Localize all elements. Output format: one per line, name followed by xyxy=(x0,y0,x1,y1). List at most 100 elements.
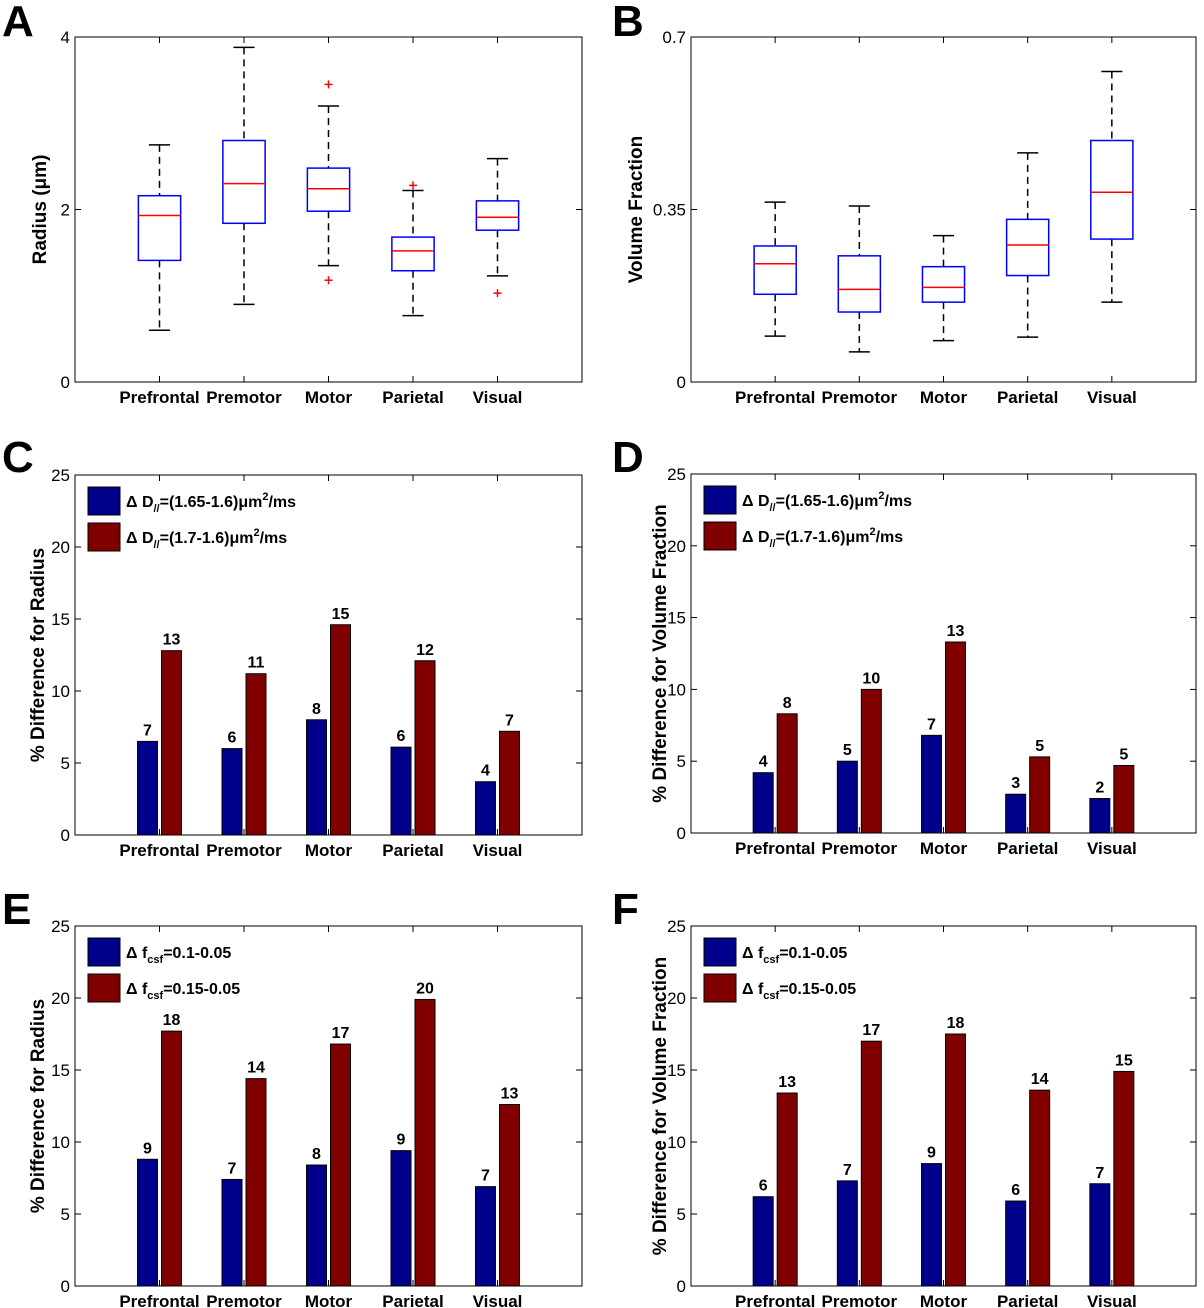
box-0 xyxy=(137,144,182,331)
legend-text-part: // xyxy=(770,502,776,514)
iqr-box xyxy=(137,194,182,262)
iqr-box xyxy=(391,236,435,272)
legend-text-part: =0.15-0.05 xyxy=(779,981,856,998)
bar-series-1 xyxy=(390,1150,412,1287)
bar-data-label: 14 xyxy=(247,1060,265,1077)
iqr-box xyxy=(1005,218,1050,277)
legend-swatch-2 xyxy=(87,522,121,552)
bar-series-2 xyxy=(1029,756,1051,834)
y-tick-label: 10 xyxy=(51,682,70,701)
x-category-label: Premotor xyxy=(206,1292,282,1308)
y-tick-label: 0 xyxy=(677,1277,686,1296)
y-tick-label: 10 xyxy=(667,680,686,699)
legend-text-part: Δ f xyxy=(742,981,764,998)
x-category-label: Parietal xyxy=(382,1292,443,1308)
bar-series-1 xyxy=(306,719,327,836)
legend-text-part: /ms xyxy=(268,494,296,511)
y-tick-label: 0 xyxy=(61,1277,70,1296)
bar-series-2 xyxy=(1029,1089,1051,1287)
bar-series-1 xyxy=(137,1158,158,1287)
bar-series-2 xyxy=(330,1043,351,1287)
legend-text-part: // xyxy=(154,503,160,515)
legend-label-2: Δ fcsf=0.15-0.05 xyxy=(126,981,240,1002)
bar-series-2 xyxy=(945,1033,966,1287)
x-category-label: Motor xyxy=(920,1292,968,1308)
legend-text-part: csf xyxy=(763,954,779,966)
legend-text-part: // xyxy=(154,539,160,551)
y-tick-label: 10 xyxy=(667,1133,686,1152)
y-tick-label: 0.7 xyxy=(662,28,686,47)
x-category-label: Prefrontal xyxy=(735,839,815,858)
legend-label-2: Δ D//=(1.7-1.6)μm2/ms xyxy=(126,527,287,551)
y-tick-label: 5 xyxy=(61,754,70,773)
legend-text-part: =0.1-0.05 xyxy=(163,945,231,962)
legend-swatch-1 xyxy=(87,937,121,967)
legend-text-part: Δ f xyxy=(742,945,764,962)
outlier-marker xyxy=(493,289,502,298)
box-1 xyxy=(222,46,266,306)
bar-data-label: 3 xyxy=(1011,775,1020,792)
legend-text-part: csf xyxy=(763,990,779,1002)
x-category-label: Prefrontal xyxy=(119,841,199,860)
x-category-label: Parietal xyxy=(382,841,443,860)
legend-label-1: Δ D//=(1.65-1.6)μm2/ms xyxy=(742,490,912,514)
bar-series-1 xyxy=(1005,1200,1027,1287)
y-axis-label: % Difference for Volume Fraction xyxy=(650,504,671,802)
bar-series-1 xyxy=(390,746,412,836)
iqr-box xyxy=(837,255,882,313)
legend-text-part: // xyxy=(770,538,776,550)
legend-text-part: 2 xyxy=(253,527,259,539)
legend-text-part: Δ D xyxy=(742,493,770,510)
x-category-label: Visual xyxy=(473,388,523,407)
bar-data-label: 5 xyxy=(843,742,852,759)
y-tick-label: 15 xyxy=(51,610,70,629)
bar-data-label: 13 xyxy=(778,1074,796,1091)
bar-data-label: 6 xyxy=(759,1178,768,1195)
bar-data-label: 13 xyxy=(163,632,181,649)
y-tick-label: 4 xyxy=(61,28,70,47)
bar-series-1 xyxy=(836,760,858,834)
y-tick-label: 15 xyxy=(667,1061,686,1080)
bar-data-label: 13 xyxy=(501,1086,519,1103)
y-axis-label: Volume Fraction xyxy=(626,136,647,283)
panel-letter: C xyxy=(2,433,34,482)
legend-text-part: /ms xyxy=(876,529,904,546)
y-tick-label: 0 xyxy=(61,373,70,392)
panel-letter: A xyxy=(2,0,34,46)
iqr-box xyxy=(921,265,966,303)
legend-text-part: 2 xyxy=(869,526,875,538)
x-category-label: Parietal xyxy=(382,388,443,407)
y-tick-label: 20 xyxy=(667,989,686,1008)
bar-data-label: 9 xyxy=(143,1140,152,1157)
x-category-label: Premotor xyxy=(206,388,282,407)
bar-series-2 xyxy=(776,713,798,834)
bar-data-label: 20 xyxy=(416,980,434,997)
bar-data-label: 9 xyxy=(927,1145,936,1162)
legend-text-part: =(1.7-1.6)μm xyxy=(160,530,254,547)
y-tick-label: 15 xyxy=(667,609,686,628)
panel-f: F 0 5 10 15 20 25 % Difference for Volume Fract… xyxy=(612,885,1197,1308)
bar-data-label: 13 xyxy=(947,623,965,640)
bar-series-2 xyxy=(776,1092,798,1287)
x-category-label: Visual xyxy=(1087,839,1137,858)
bar-data-label: 12 xyxy=(416,642,434,659)
x-category-label: Visual xyxy=(1087,388,1137,407)
panel-letter: D xyxy=(612,433,644,482)
x-category-label: Motor xyxy=(920,839,968,858)
box-4 xyxy=(475,157,520,298)
bar-data-label: 7 xyxy=(1095,1165,1104,1182)
bar-data-label: 4 xyxy=(759,754,768,771)
panel-letter: B xyxy=(612,0,644,46)
bar-series-1 xyxy=(752,1196,774,1287)
bar-series-1 xyxy=(306,1164,327,1287)
legend-text-part: Δ D xyxy=(126,494,154,511)
iqr-box xyxy=(475,200,520,231)
bar-series-1 xyxy=(1089,798,1111,834)
bar-series-2 xyxy=(414,660,436,836)
y-tick-label: 20 xyxy=(51,989,70,1008)
box-4 xyxy=(1090,70,1134,303)
x-category-label: Parietal xyxy=(997,839,1058,858)
bar-series-2 xyxy=(245,673,267,836)
legend-text-part: =0.1-0.05 xyxy=(779,945,847,962)
